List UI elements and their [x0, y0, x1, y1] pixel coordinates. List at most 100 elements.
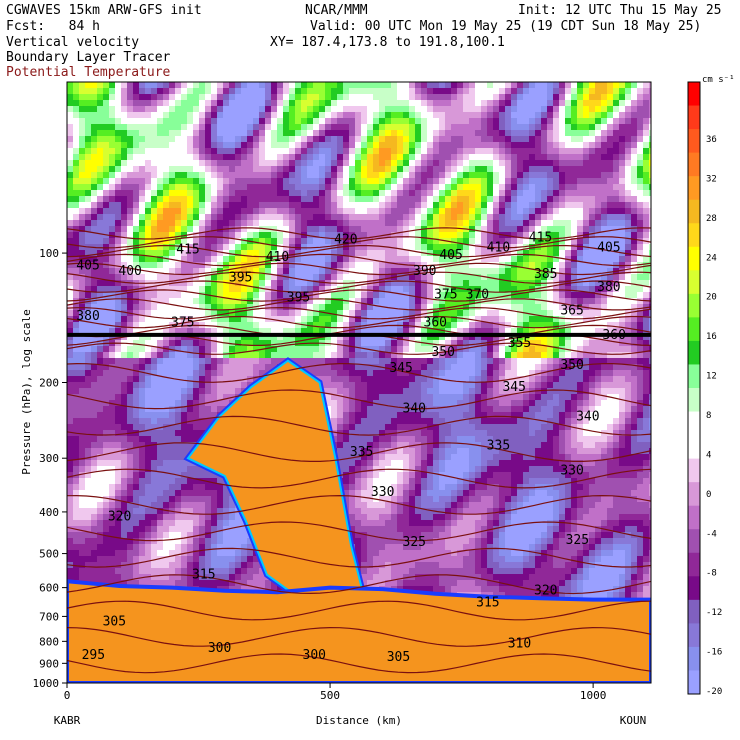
x-axis-title: Distance (km) [316, 714, 402, 727]
theta-label: 405 [76, 259, 99, 274]
cross-section-endpoints: XY= 187.4,173.8 to 191.8,100.1 [270, 35, 505, 50]
theta-label: 360 [424, 315, 447, 330]
theta-label: 305 [387, 650, 410, 665]
theta-label: 370 [466, 288, 489, 303]
theta-label: 330 [560, 463, 583, 478]
endpoint-left-label: KABR [54, 714, 81, 727]
theta-label: 340 [403, 402, 426, 417]
field-vertical-velocity: Vertical velocity [6, 35, 140, 50]
theta-label: 320 [108, 510, 131, 525]
theta-label: 295 [82, 648, 105, 663]
axes: 100 200 300 400 500 600 700 800 900 1000 0 500 1000 [33, 247, 607, 702]
theta-label: 400 [118, 264, 141, 279]
theta-label: 335 [350, 445, 373, 460]
colorbar-swatch [688, 246, 700, 271]
y-tick-label: 1000 [33, 677, 60, 690]
theta-label: 315 [476, 596, 499, 611]
colorbar-swatch [688, 670, 700, 695]
valid-time: Valid: 00 UTC Mon 19 May 25 (19 CDT Sun … [310, 19, 702, 34]
y-tick-label: 800 [39, 635, 59, 648]
colorbar-swatch [688, 364, 700, 389]
colorbar-swatch [688, 529, 700, 554]
y-tick-label: 600 [39, 582, 59, 595]
colorbar-swatch [688, 129, 700, 154]
theta-label: 360 [602, 328, 625, 343]
y-axis-title: Pressure (hPa), log scale [20, 309, 33, 475]
y-tick-label: 300 [39, 452, 59, 465]
theta-label: 385 [534, 267, 557, 282]
colorbar-swatch [688, 293, 700, 318]
theta-label: 315 [192, 568, 215, 583]
y-tick-label: 700 [39, 610, 59, 623]
endpoint-right-label: KOUN [620, 714, 647, 727]
colorbar-swatch [688, 223, 700, 248]
theta-label: 395 [287, 291, 310, 306]
colorbar-tick-label: 20 [706, 293, 717, 303]
theta-label: 375 [434, 288, 457, 303]
colorbar-tick-label: 24 [706, 253, 717, 263]
theta-label: 390 [413, 264, 436, 279]
theta-label: 310 [508, 637, 531, 652]
model-title: CGWAVES 15km ARW-GFS init [6, 3, 202, 18]
colorbar-tick-label: -16 [706, 648, 722, 658]
colorbar-tick-label: 8 [706, 411, 711, 421]
colorbar-swatch [688, 505, 700, 530]
colorbar-tick-label: -20 [706, 687, 722, 697]
colorbar-tick-label: 4 [706, 450, 711, 460]
theta-label: 340 [576, 410, 599, 425]
field-boundary-layer-tracer: Boundary Layer Tracer [6, 50, 171, 65]
theta-label: 380 [597, 280, 620, 295]
theta-label: 335 [487, 438, 510, 453]
colorbar-swatch [688, 105, 700, 130]
colorbar-swatch [688, 270, 700, 295]
colorbar-swatch [688, 317, 700, 342]
colorbar-swatch [688, 411, 700, 436]
colorbar-swatch [688, 152, 700, 177]
theta-label: 350 [560, 358, 583, 373]
colorbar-tick-label: 16 [706, 332, 717, 342]
y-tick-label: 400 [39, 506, 59, 519]
colorbar-swatch [688, 623, 700, 648]
theta-label: 405 [597, 240, 620, 255]
y-tick-label: 900 [39, 657, 59, 670]
colorbar-unit: cm s⁻¹ [702, 75, 735, 85]
colorbar-tick-label: 0 [706, 490, 711, 500]
x-tick-label: 0 [64, 689, 71, 702]
theta-label: 330 [371, 485, 394, 500]
boundary-layer-tracer [67, 357, 651, 683]
field-potential-temperature: Potential Temperature [6, 65, 171, 80]
colorbar-swatch [688, 199, 700, 224]
theta-label: 420 [334, 233, 357, 248]
x-tick-label: 500 [320, 689, 340, 702]
potential-temperature-contours [67, 227, 651, 674]
colorbar: 36 32 28 24 20 16 12 8 4 0 -4 -8 -12 -16 -20 [687, 81, 722, 697]
theta-label: 305 [103, 615, 126, 630]
colorbar-swatch [688, 646, 700, 671]
forecast-hour: Fcst: 84 h [6, 19, 100, 34]
colorbar-swatch [688, 458, 700, 483]
theta-label: 405 [439, 248, 462, 263]
theta-label: 410 [487, 240, 510, 255]
colorbar-swatch [688, 552, 700, 577]
colorbar-swatch [688, 176, 700, 201]
theta-label: 325 [566, 533, 589, 548]
theta-label: 345 [502, 380, 525, 395]
colorbar-tick-label: -8 [706, 569, 717, 579]
theta-labels: 295 300 300 305 305 310 315 315 320 320 325 325 330 3… [76, 231, 626, 665]
colorbar-tick-label: -12 [706, 608, 722, 618]
colorbar-tick-label: 28 [706, 214, 717, 224]
theta-label: 350 [431, 345, 454, 360]
institution-label: NCAR/MMM [305, 3, 368, 18]
theta-label: 375 [171, 315, 194, 330]
theta-label: 300 [303, 648, 326, 663]
colorbar-tick-label: 12 [706, 372, 717, 382]
theta-label: 365 [560, 303, 583, 318]
colorbar-tick-label: 32 [706, 174, 717, 184]
theta-label: 395 [229, 271, 252, 286]
colorbar-swatch [688, 435, 700, 460]
theta-label: 380 [76, 309, 99, 324]
theta-label: 355 [508, 336, 531, 351]
y-tick-label: 500 [39, 548, 59, 561]
theta-label: 320 [534, 584, 557, 599]
